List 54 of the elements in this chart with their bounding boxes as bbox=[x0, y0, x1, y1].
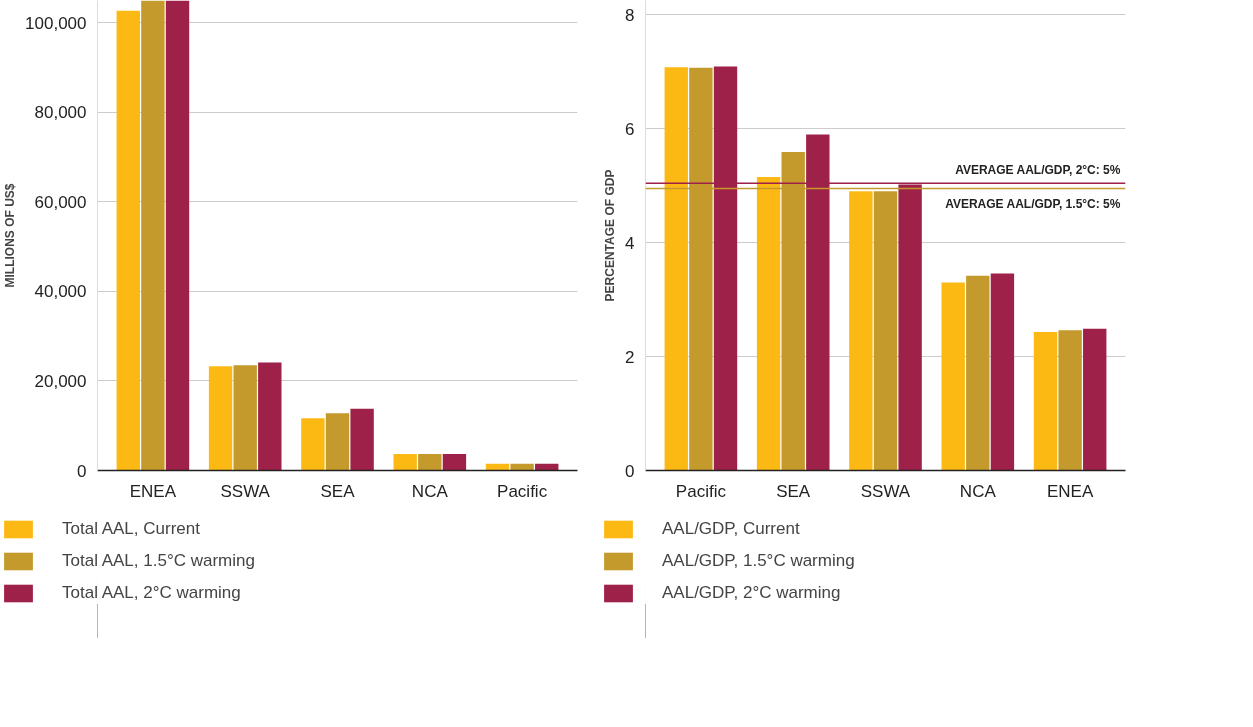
bar bbox=[116, 10, 140, 471]
legend-label: AAL/GDP, 2°C warming bbox=[662, 583, 841, 603]
y-tick-label: 80,000 bbox=[34, 103, 87, 123]
bar bbox=[208, 366, 233, 471]
x-tick-label: Pacific bbox=[497, 481, 548, 501]
bar bbox=[442, 453, 467, 471]
bar bbox=[966, 275, 990, 471]
bar bbox=[941, 282, 965, 471]
legend-label: Total AAL, 1.5°C warming bbox=[62, 551, 255, 571]
ref-line-label: AVERAGE AAL/GDP, 1.5°C: 5% bbox=[945, 196, 1121, 211]
bar bbox=[756, 177, 781, 471]
bar bbox=[141, 0, 165, 471]
y-axis-title: PERCENTAGE OF GDP bbox=[603, 169, 618, 302]
x-tick-label: NCA bbox=[959, 481, 997, 501]
y-tick-label: 4 bbox=[625, 233, 635, 253]
bar bbox=[301, 418, 325, 471]
y-tick-label: 60,000 bbox=[34, 192, 87, 212]
y-axis-title: MILLIONS OF US$ bbox=[3, 183, 18, 288]
legend-label: AAL/GDP, 1.5°C warming bbox=[662, 551, 855, 571]
x-tick-label: Pacific bbox=[675, 481, 727, 501]
bar bbox=[233, 365, 257, 471]
y-tick-label: 2 bbox=[625, 347, 635, 367]
bar bbox=[325, 413, 350, 471]
y-tick-label: 8 bbox=[625, 5, 635, 25]
bar bbox=[873, 191, 898, 471]
x-tick-label: ENEA bbox=[129, 481, 177, 501]
legend-label: Total AAL, Current bbox=[62, 519, 200, 539]
y-tick-label: 0 bbox=[625, 461, 635, 481]
x-tick-label: SEA bbox=[776, 481, 811, 501]
legend-label: AAL/GDP, Current bbox=[662, 519, 800, 539]
bar bbox=[849, 191, 873, 471]
x-tick-label: SSWA bbox=[220, 481, 271, 501]
bar bbox=[1083, 328, 1107, 471]
bar bbox=[350, 408, 374, 471]
x-tick-label: NCA bbox=[411, 481, 449, 501]
y-tick-label: 40,000 bbox=[34, 282, 87, 302]
y-tick-label: 100,000 bbox=[25, 13, 87, 33]
bar bbox=[664, 67, 688, 471]
x-tick-label: SEA bbox=[320, 481, 356, 501]
bar bbox=[165, 0, 190, 471]
bar bbox=[510, 463, 534, 471]
y-tick-label: 6 bbox=[625, 119, 635, 139]
bar bbox=[393, 453, 417, 471]
x-tick-label: SSWA bbox=[860, 481, 911, 501]
ref-line-label: AVERAGE AAL/GDP, 2°C: 5% bbox=[955, 163, 1121, 178]
bar bbox=[1058, 330, 1082, 471]
bar bbox=[258, 362, 282, 471]
bar bbox=[1033, 332, 1058, 471]
x-tick-label: ENEA bbox=[1046, 481, 1094, 501]
legend-label: Total AAL, 2°C warming bbox=[62, 583, 241, 603]
bar bbox=[418, 453, 442, 471]
bar bbox=[990, 273, 1015, 471]
y-tick-label: 20,000 bbox=[34, 371, 87, 391]
y-tick-label: 0 bbox=[77, 461, 87, 481]
